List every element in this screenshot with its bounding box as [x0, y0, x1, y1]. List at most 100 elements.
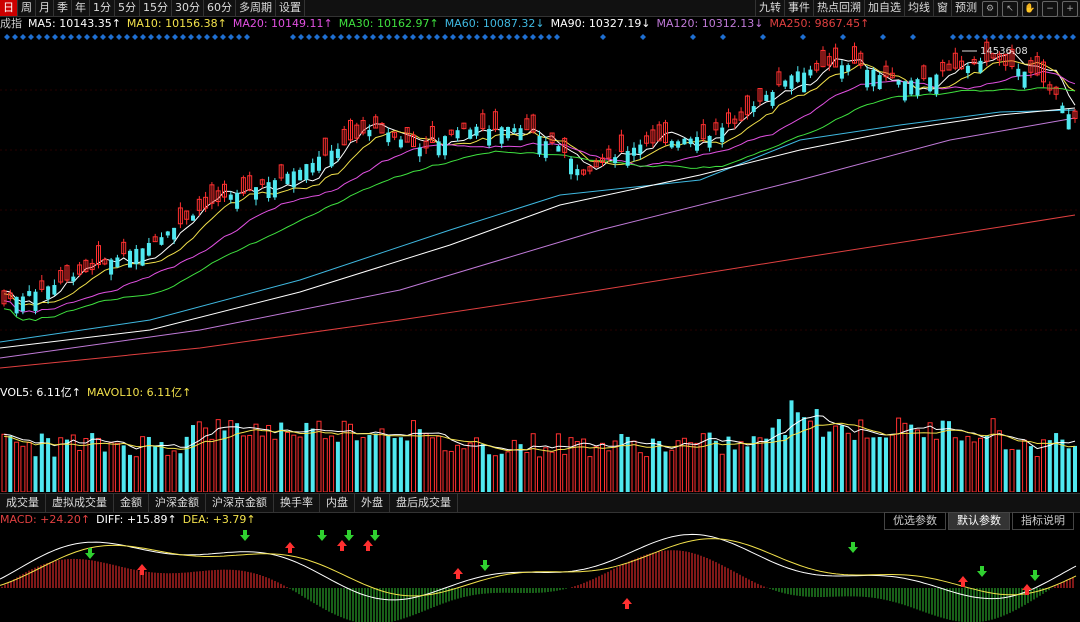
candle-body: [865, 69, 870, 88]
tool-6[interactable]: 预测: [951, 0, 980, 16]
candle-body: [959, 60, 965, 70]
indicator-tab-3[interactable]: 沪深金额: [149, 494, 206, 512]
volume-bar: [1009, 448, 1015, 492]
zoom-in-icon[interactable]: +: [1062, 1, 1078, 17]
candle-body: [549, 132, 555, 144]
ma10-line: [3, 60, 1076, 307]
period-8[interactable]: 30分: [172, 0, 204, 16]
tool-3[interactable]: 加自选: [864, 0, 904, 16]
candle-body: [215, 190, 221, 203]
candlestick-chart[interactable]: 14536.08: [0, 30, 1080, 386]
volume-bar: [209, 438, 215, 492]
cursor-icon[interactable]: ↖: [1002, 1, 1018, 17]
diff-line: [0, 533, 1077, 601]
volume-bar: [455, 444, 461, 492]
sell-arrow-icon: [480, 560, 490, 571]
volume-bar: [1054, 433, 1059, 492]
period-4[interactable]: 年: [72, 0, 90, 16]
candle-body: [7, 292, 13, 299]
candle-body: [235, 192, 240, 209]
tool-4[interactable]: 均线: [904, 0, 933, 16]
macd-button-0[interactable]: 优选参数: [884, 512, 946, 530]
period-9[interactable]: 60分: [204, 0, 236, 16]
volume-chart[interactable]: [0, 400, 1080, 492]
candle-body: [348, 119, 353, 141]
tool-1[interactable]: 事件: [784, 0, 813, 16]
volume-bar: [909, 424, 914, 492]
macd-chart[interactable]: [0, 528, 1080, 622]
period-1[interactable]: 周: [18, 0, 36, 16]
volume-bar: [783, 434, 788, 492]
candle-body: [109, 259, 114, 275]
indicator-tab-1[interactable]: 虚拟成交量: [46, 494, 114, 512]
volume-bar: [203, 427, 209, 492]
volume-bar: [669, 449, 675, 492]
candle-body: [474, 126, 479, 136]
volume-bar: [530, 433, 536, 492]
volume-bar: [555, 433, 561, 492]
candle-body: [266, 182, 271, 198]
volume-bar: [33, 456, 38, 492]
indicator-tab-7[interactable]: 外盘: [355, 494, 390, 512]
tool-5[interactable]: 窗: [933, 0, 951, 16]
volume-bar: [612, 440, 618, 492]
volume-bar: [266, 424, 272, 492]
period-6[interactable]: 5分: [115, 0, 140, 16]
candle-body: [506, 126, 510, 139]
volume-bar: [789, 400, 794, 492]
volume-bar: [398, 437, 403, 492]
candle-body: [322, 137, 328, 156]
candle-body: [952, 52, 958, 69]
period-7[interactable]: 15分: [140, 0, 172, 16]
sell-arrow-icon: [977, 566, 987, 577]
volume-bar: [52, 456, 57, 492]
period-3[interactable]: 季: [54, 0, 72, 16]
candle-body: [889, 72, 895, 79]
hand-icon[interactable]: ✋: [1022, 1, 1038, 17]
volume-bar: [429, 437, 435, 492]
candle-body: [461, 122, 467, 130]
volume-bar: [215, 419, 221, 492]
ma90-line: [0, 107, 1076, 349]
candle-body: [159, 237, 164, 245]
volume-bar: [367, 435, 372, 492]
period-11[interactable]: 设置: [276, 0, 305, 16]
indicator-tab-6[interactable]: 内盘: [320, 494, 355, 512]
ma60-line: [0, 109, 1076, 343]
indicator-tab-0[interactable]: 成交量: [0, 494, 46, 512]
indicator-tab-4[interactable]: 沪深京金额: [206, 494, 274, 512]
indicator-tab-8[interactable]: 盘后成交量: [390, 494, 458, 512]
volume-legend: VOL5: 6.11亿↑ MAVOL10: 6.11亿↑: [0, 386, 1080, 400]
zoom-out-icon[interactable]: −: [1042, 1, 1058, 17]
volume-bar: [933, 438, 939, 492]
candle-body: [58, 270, 64, 283]
tool-2[interactable]: 热点回溯: [813, 0, 864, 16]
volume-bar: [802, 417, 807, 492]
period-0[interactable]: 日: [0, 0, 18, 16]
settings-icon[interactable]: ⚙: [982, 1, 998, 17]
tool-0[interactable]: 九转: [755, 0, 784, 16]
period-2[interactable]: 月: [36, 0, 54, 16]
candle-body: [632, 147, 636, 156]
macd-button-1[interactable]: 默认参数: [948, 512, 1010, 530]
volume-bar: [713, 440, 718, 492]
volume-bar: [657, 441, 662, 492]
dea-line: [0, 538, 1077, 597]
candle-body: [354, 124, 360, 139]
volume-bar: [871, 437, 876, 492]
volume-bar: [959, 440, 964, 492]
macd-button-2[interactable]: 指标说明: [1012, 512, 1074, 530]
candle-body: [499, 127, 504, 144]
volume-bar: [405, 440, 410, 492]
volume-bar: [108, 441, 114, 492]
indicator-tab-2[interactable]: 金额: [114, 494, 149, 512]
volume-bar: [600, 442, 605, 492]
candle-body: [335, 148, 340, 158]
volume-bar: [990, 418, 996, 492]
volume-bar: [480, 444, 485, 492]
volume-bar: [852, 439, 857, 492]
volume-bar: [952, 437, 958, 492]
period-5[interactable]: 1分: [90, 0, 115, 16]
period-10[interactable]: 多周期: [236, 0, 276, 16]
indicator-tab-5[interactable]: 换手率: [274, 494, 320, 512]
